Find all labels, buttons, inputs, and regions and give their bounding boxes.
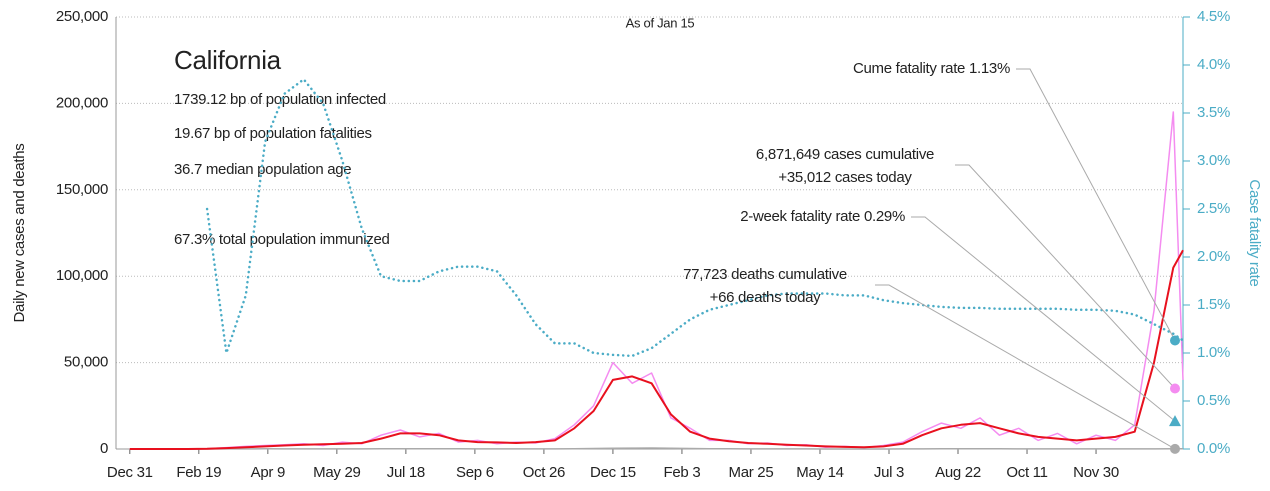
y2-tick-label: 3.5% <box>1197 104 1230 121</box>
x-tick-label: Apr 9 <box>251 464 285 481</box>
y2-tick-label: 0.5% <box>1197 392 1230 409</box>
y-tick-label: 100,000 <box>56 267 108 284</box>
y2-tick-label: 3.0% <box>1197 152 1230 169</box>
callout-marker <box>1170 335 1180 346</box>
y2-tick-label: 1.0% <box>1197 344 1230 361</box>
callout-leader <box>1016 68 1176 341</box>
x-tick-label: Aug 22 <box>935 464 981 481</box>
x-tick-label: May 14 <box>796 464 843 481</box>
info-text: 67.3% total population immunized <box>174 231 390 248</box>
y-tick-label: 50,000 <box>64 354 108 371</box>
x-tick-label: Oct 26 <box>523 464 565 481</box>
series-line <box>129 249 1184 450</box>
callout-leader <box>875 284 1176 450</box>
x-tick-label: Feb 19 <box>176 464 221 481</box>
x-tick-label: Nov 30 <box>1073 464 1119 481</box>
x-tick-label: Dec 31 <box>107 464 153 481</box>
callout-marker <box>1170 383 1180 394</box>
info-text: 1739.12 bp of population infected <box>174 91 386 108</box>
y-axis-title: Daily new cases and deaths <box>11 144 28 323</box>
y2-tick-label: 2.5% <box>1197 200 1230 217</box>
callout-text: 77,723 deaths cumulative <box>683 266 847 283</box>
y2-tick-label: 4.0% <box>1197 56 1230 73</box>
x-tick-label: Mar 25 <box>729 464 774 481</box>
x-tick-label: Dec 15 <box>590 464 636 481</box>
y2-axis-title: Case fatality rate <box>1246 179 1263 286</box>
callout-marker <box>1169 415 1181 427</box>
callout-text: Cume fatality rate 1.13% <box>853 60 1010 77</box>
y-tick-label: 150,000 <box>56 181 108 198</box>
callout-leader <box>955 164 1176 389</box>
y2-tick-label: 0.0% <box>1197 440 1230 457</box>
x-tick-label: Oct 11 <box>1006 464 1047 481</box>
x-tick-label: Sep 6 <box>456 464 494 481</box>
x-tick-label: Jul 3 <box>874 464 904 481</box>
y-tick-label: 250,000 <box>56 8 108 25</box>
callout-leader <box>911 216 1176 422</box>
chart-title: California <box>174 45 282 75</box>
x-tick-label: May 29 <box>313 464 360 481</box>
series-line <box>205 78 1185 358</box>
y2-tick-label: 4.5% <box>1197 8 1230 25</box>
info-text: 19.67 bp of population fatalities <box>174 125 372 142</box>
callout-text: +66 deaths today <box>710 289 822 306</box>
callout-text: 2-week fatality rate 0.29% <box>740 208 905 225</box>
y-tick-label: 0 <box>100 440 108 457</box>
y2-tick-label: 2.0% <box>1197 248 1230 265</box>
x-tick-label: Jul 18 <box>387 464 425 481</box>
callout-marker <box>1170 443 1180 454</box>
chart-subtitle: As of Jan 15 <box>626 15 695 30</box>
x-tick-label: Feb 3 <box>664 464 701 481</box>
y2-tick-label: 1.5% <box>1197 296 1230 313</box>
callout-text: +35,012 cases today <box>778 169 912 186</box>
y-tick-label: 200,000 <box>56 94 108 111</box>
series-line <box>129 447 1183 450</box>
callout-text: 6,871,649 cases cumulative <box>756 146 934 163</box>
info-text: 36.7 median population age <box>174 161 351 178</box>
